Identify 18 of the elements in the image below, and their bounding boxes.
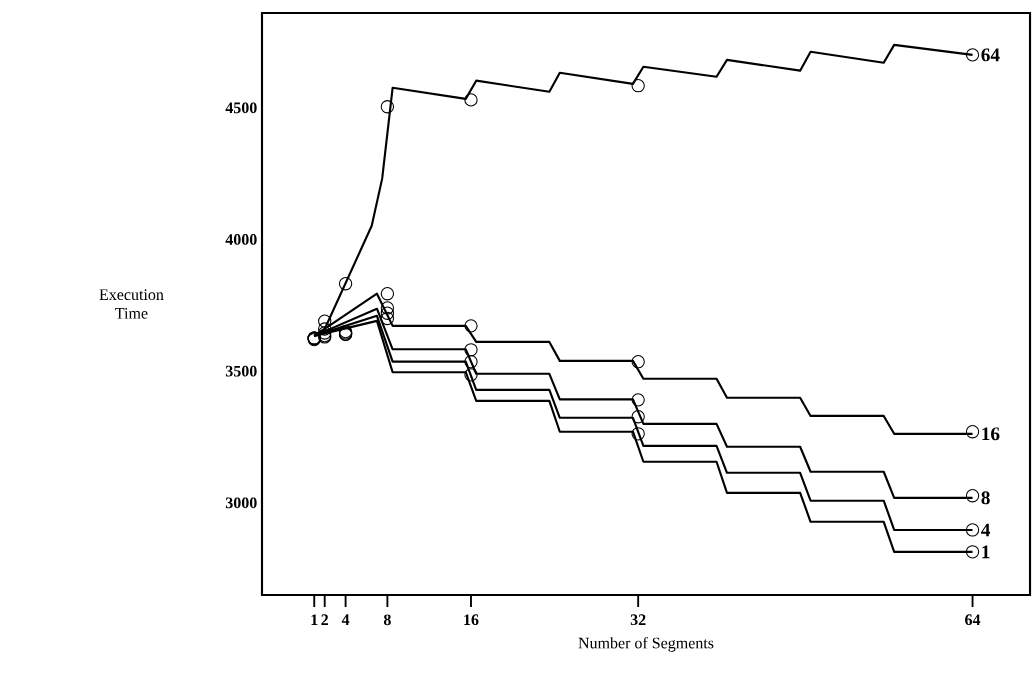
series-label: 1 — [982, 545, 990, 559]
x-tick-label: 4 — [341, 614, 350, 625]
x-tick-label: 64 — [965, 614, 981, 626]
x-tick-label: 16 — [464, 614, 479, 626]
x-tick-label: 1 — [311, 614, 318, 625]
x-tick-label: 32 — [630, 614, 646, 626]
series-label: 4 — [981, 523, 991, 537]
y-tick-label: 4000 — [225, 234, 257, 245]
x-axis-title: Number of Segments — [578, 636, 714, 652]
x-tick-label: 8 — [383, 614, 391, 626]
y-tick-label: 4500 — [225, 102, 257, 114]
y-tick-label: 3000 — [225, 497, 257, 509]
y-tick-label: 3500 — [225, 365, 257, 377]
series-label: 64 — [981, 48, 1000, 62]
series-label: 16 — [982, 427, 1000, 441]
y-axis-title: Execution Time — [99, 289, 164, 319]
x-tick-label: 2 — [321, 614, 329, 625]
series-label: 8 — [981, 491, 990, 505]
